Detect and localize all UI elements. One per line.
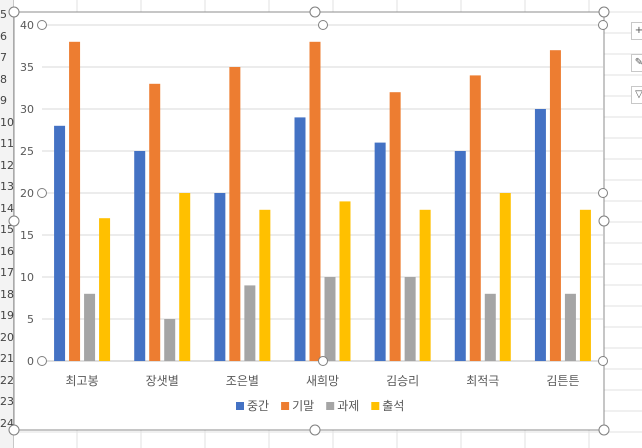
bar-출석-장샛별[interactable] — [179, 193, 191, 361]
bar-출석-김튼튼[interactable] — [579, 209, 591, 361]
bar-기말-최고봉[interactable] — [69, 41, 81, 362]
bar-과제-조은별[interactable] — [244, 285, 256, 361]
row-number[interactable]: 20 — [0, 330, 14, 344]
row-number[interactable]: 9 — [0, 94, 7, 107]
plot-area-handle[interactable] — [318, 356, 328, 366]
row-number[interactable]: 8 — [0, 72, 7, 86]
x-tick-label: 최적극 — [466, 374, 499, 388]
bar-기말-김튼튼[interactable] — [549, 50, 561, 361]
bar-중간-조은별[interactable] — [214, 193, 226, 361]
legend-swatch — [281, 402, 290, 410]
bar-출석-최적극[interactable] — [499, 193, 511, 361]
row-number[interactable]: 11 — [0, 137, 14, 150]
filter-icon[interactable]: ▽ — [631, 86, 642, 104]
bar-중간-새희망[interactable] — [294, 117, 306, 362]
x-tick-label: 김튼튼 — [546, 374, 579, 388]
bar-출석-조은별[interactable] — [259, 209, 271, 361]
plot-area-handle[interactable] — [598, 188, 608, 198]
chart-resize-handle[interactable] — [598, 215, 610, 227]
x-tick-label: 장샛별 — [146, 374, 179, 388]
bar-기말-조은별[interactable] — [229, 67, 241, 361]
plot-area-handle[interactable] — [598, 356, 608, 366]
row-number[interactable]: 13 — [0, 180, 14, 193]
bar-과제-김튼튼[interactable] — [564, 293, 576, 361]
x-tick-label: 최고봉 — [66, 374, 99, 388]
legend-swatch — [371, 402, 380, 410]
row-number[interactable]: 15 — [0, 223, 14, 236]
y-tick-label: 40 — [20, 19, 34, 32]
row-number[interactable]: 22 — [0, 373, 14, 387]
y-tick-label: 35 — [20, 61, 34, 74]
x-tick-label: 조은별 — [226, 374, 259, 388]
plot-area-handle[interactable] — [37, 188, 47, 198]
row-number[interactable]: 14 — [0, 201, 14, 215]
row-number[interactable]: 12 — [0, 158, 14, 172]
bar-과제-김승리[interactable] — [404, 277, 416, 361]
row-header: 5 6 7 8 9 10 11 12 13 14 15 16 17 18 19 20 21 22 23 24 — [0, 0, 14, 448]
brush-icon[interactable]: ✎ — [631, 54, 642, 72]
selection-handles[interactable] — [8, 6, 610, 436]
chart-resize-handle[interactable] — [8, 215, 20, 227]
x-tick-label: 김승리 — [386, 374, 419, 388]
row-number[interactable]: 6 — [0, 29, 7, 43]
row-number[interactable]: 7 — [0, 51, 7, 64]
y-tick-label: 0 — [27, 355, 34, 368]
chart-resize-handle[interactable] — [309, 6, 321, 18]
row-number[interactable]: 16 — [0, 244, 14, 258]
y-tick-label: 25 — [20, 145, 34, 158]
plot-area-handle[interactable] — [37, 20, 47, 30]
row-number[interactable]: 19 — [0, 309, 14, 322]
y-tick-label: 30 — [20, 103, 34, 116]
bar-중간-최적극[interactable] — [454, 151, 466, 361]
row-number[interactable]: 21 — [0, 352, 14, 365]
bar-기말-김승리[interactable] — [389, 92, 401, 361]
bar-과제-최적극[interactable] — [484, 293, 496, 361]
bar-과제-새희망[interactable] — [324, 277, 336, 361]
chart-resize-handle[interactable] — [598, 6, 610, 18]
chart-resize-handle[interactable] — [8, 6, 20, 18]
legend[interactable]: 중간 기말 과제 출석 — [236, 399, 404, 413]
bar-출석-김승리[interactable] — [419, 209, 431, 361]
legend-swatch — [326, 402, 335, 410]
bar-기말-최적극[interactable] — [469, 75, 481, 362]
bar-과제-최고봉[interactable] — [84, 293, 96, 361]
plot-area-handle[interactable] — [37, 356, 47, 366]
x-tick-labels: 최고봉 장샛별 조은별 새희망 김승리 최적극 김튼튼 — [66, 374, 580, 388]
x-tick-label: 새희망 — [306, 374, 339, 388]
y-tick-labels: 0 5 10 15 20 25 30 35 40 — [20, 19, 34, 368]
bar-중간-김승리[interactable] — [374, 142, 386, 361]
y-tick-label: 15 — [20, 229, 34, 242]
bar-기말-장샛별[interactable] — [149, 83, 161, 362]
bars — [54, 41, 591, 362]
legend-label: 기말 — [292, 399, 314, 413]
y-tick-label: 20 — [20, 187, 34, 200]
bar-과제-장샛별[interactable] — [164, 319, 176, 361]
bar-출석-새희망[interactable] — [339, 201, 351, 361]
chart-resize-handle[interactable] — [309, 424, 321, 436]
legend-label: 중간 — [247, 399, 269, 413]
legend-label: 출석 — [382, 399, 404, 413]
row-number[interactable]: 17 — [0, 266, 14, 279]
row-number[interactable]: 5 — [0, 8, 7, 21]
bar-기말-새희망[interactable] — [309, 41, 321, 362]
legend-swatch — [236, 402, 244, 410]
chart-resize-handle[interactable] — [8, 424, 20, 436]
bar-출석-최고봉[interactable] — [99, 218, 111, 361]
legend-label: 과제 — [337, 399, 359, 413]
bar-중간-장샛별[interactable] — [134, 151, 146, 361]
y-tick-label: 10 — [20, 271, 34, 284]
y-tick-label: 5 — [27, 313, 34, 326]
bar-중간-최고봉[interactable] — [54, 125, 66, 361]
plot-area-handle[interactable] — [318, 20, 328, 30]
chart-resize-handle[interactable] — [598, 424, 610, 436]
row-number[interactable]: 18 — [0, 287, 14, 301]
plus-icon[interactable]: + — [631, 22, 642, 40]
plot-area-handle[interactable] — [598, 20, 608, 30]
row-number[interactable]: 10 — [0, 115, 14, 129]
row-number[interactable]: 23 — [0, 395, 14, 408]
bar-중간-김튼튼[interactable] — [534, 109, 546, 361]
